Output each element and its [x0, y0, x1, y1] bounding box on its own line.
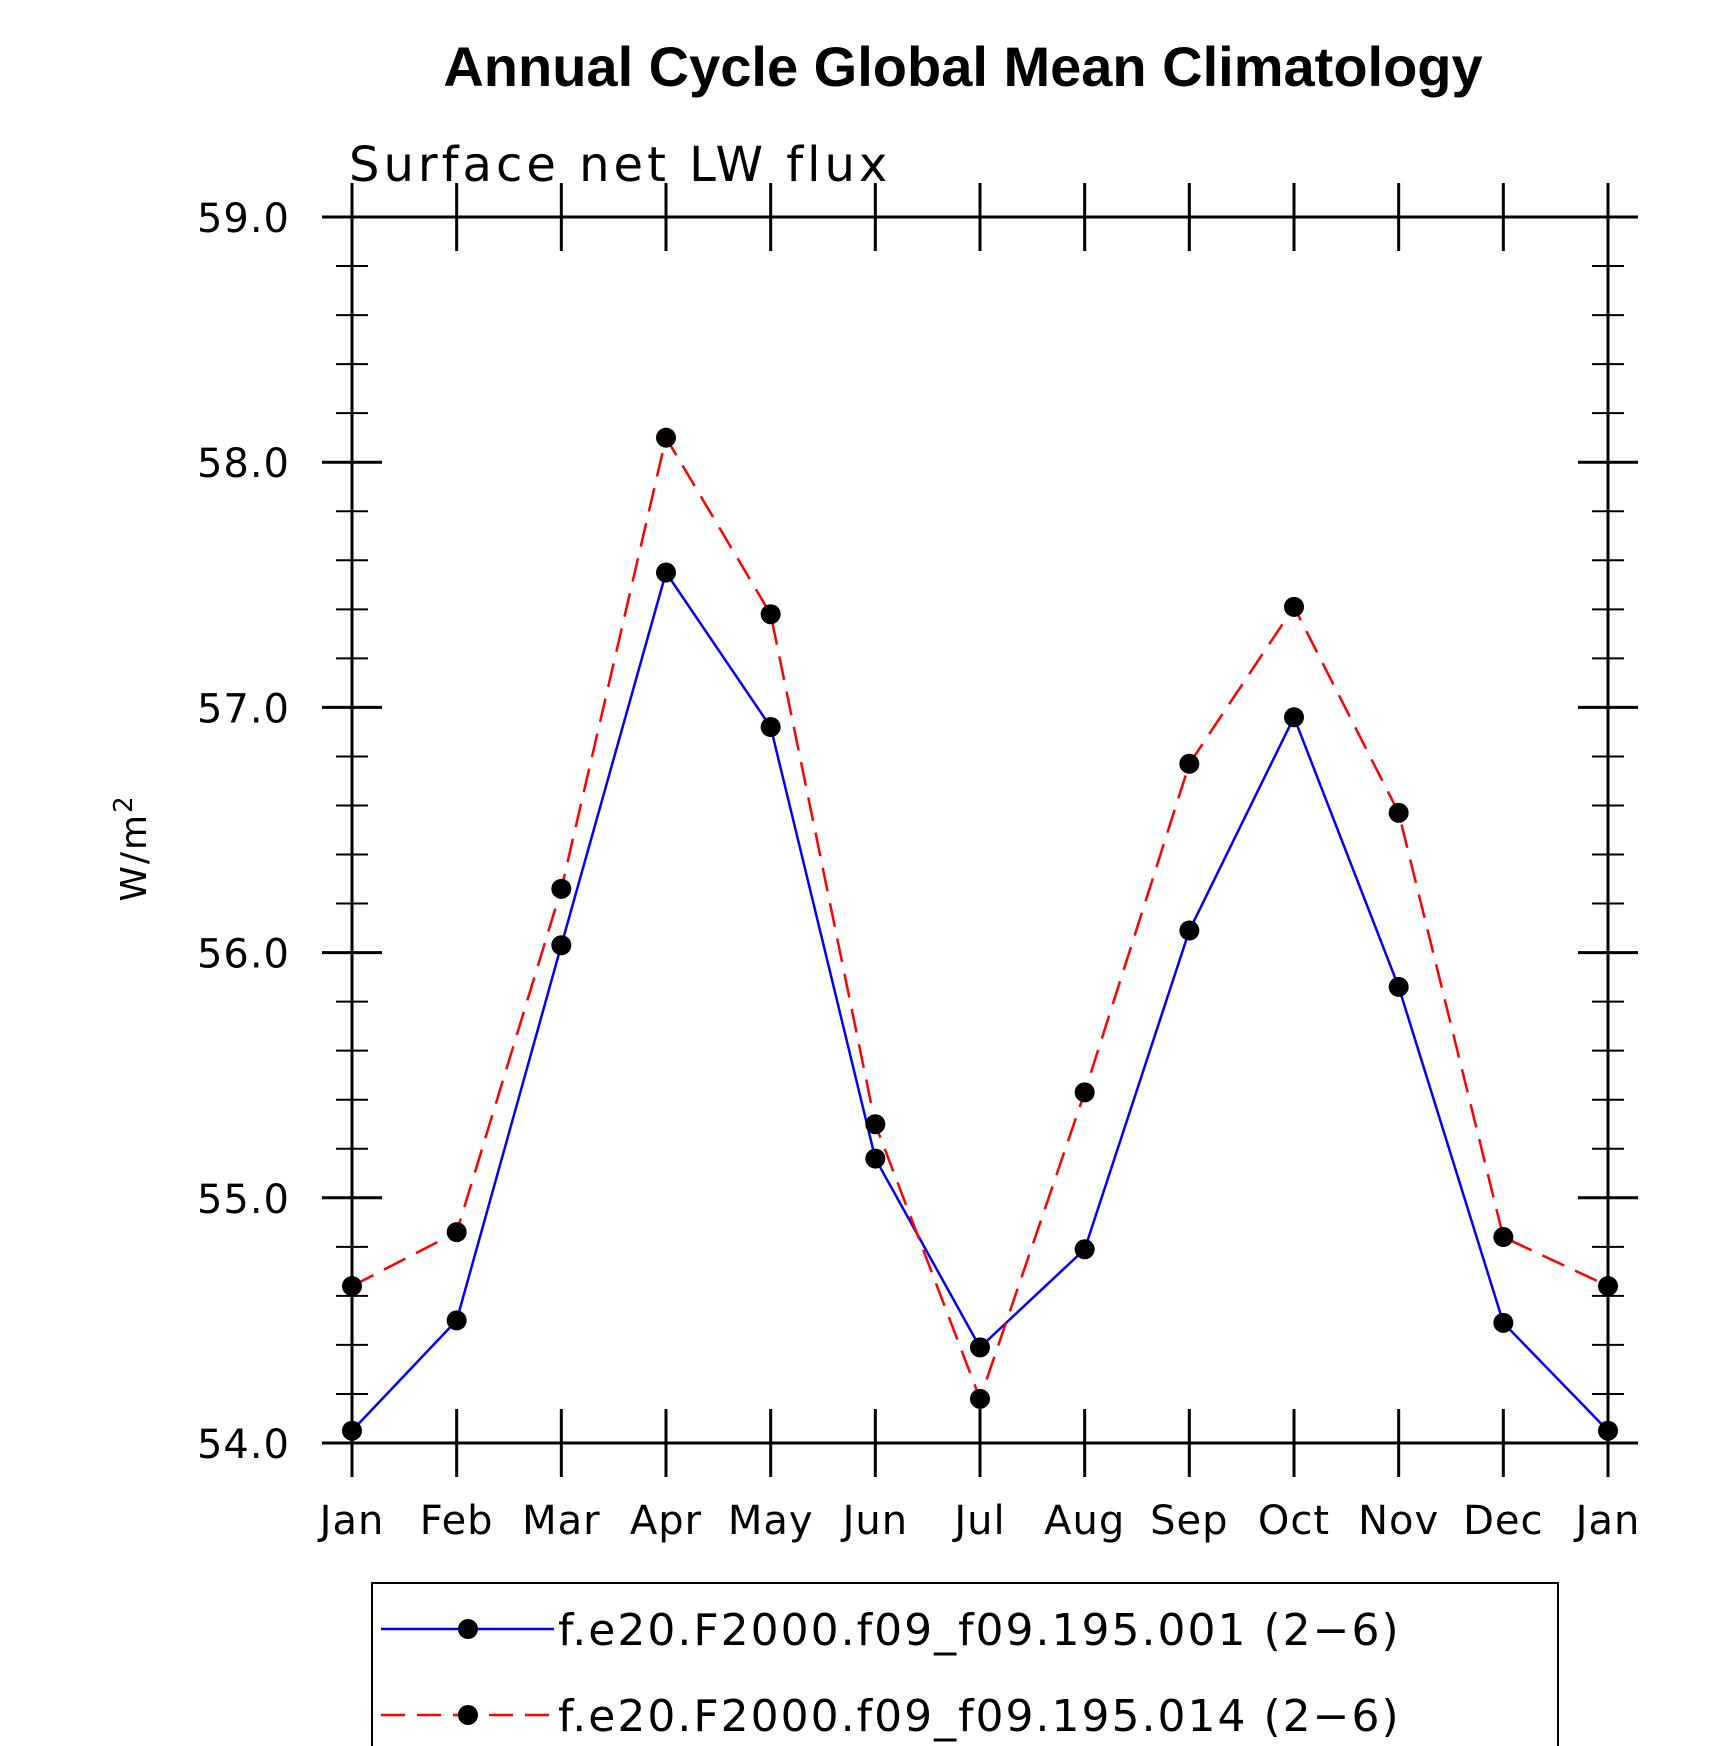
data-point [970, 1337, 990, 1358]
x-tick-label: Feb [420, 1498, 494, 1544]
data-point [1179, 920, 1200, 941]
axes: Jan Feb Mar Apr May Jun Jul Aug Sep Oct Nov Dec Jan 5… [197, 183, 1641, 1544]
x-tick-label: Sep [1150, 1498, 1228, 1544]
data-point [865, 1114, 886, 1135]
data-point [760, 604, 781, 625]
x-tick-label: Mar [522, 1498, 600, 1544]
x-tick-label: Nov [1358, 1498, 1439, 1544]
data-point [446, 1310, 467, 1331]
x-tick-label: Dec [1463, 1498, 1543, 1544]
y-axis-label-text: W/m [114, 813, 155, 902]
y-tick-label: 58.0 [197, 441, 290, 487]
data-point [865, 1148, 886, 1169]
legend-box [371, 1582, 1559, 1746]
chart-title: Annual Cycle Global Mean Climatology [443, 35, 1482, 98]
y-tick-label: 55.0 [197, 1177, 290, 1223]
y-tick-label: 54.0 [197, 1422, 290, 1468]
data-point [342, 1420, 362, 1441]
y-tick-label: 57.0 [197, 686, 290, 732]
data-point [1493, 1312, 1514, 1333]
x-tick-label: Jun [840, 1498, 909, 1544]
legend-marker [458, 1705, 478, 1725]
plot-frame [350, 215, 1610, 1445]
y-axis-label-superscript: 2 [109, 794, 139, 813]
data-point [656, 427, 676, 448]
data-point [1388, 976, 1409, 997]
data-point [1074, 1082, 1095, 1103]
legend-marker [458, 1619, 478, 1639]
chart-subtitle: Surface net LW flux [349, 137, 891, 193]
data-point [1179, 753, 1200, 774]
series-line [351, 569, 1609, 1432]
data-point [1598, 1420, 1618, 1441]
data-point [760, 717, 781, 738]
legend-label: f.e20.F2000.f09_f09.195.014 (2−6) [558, 1691, 1401, 1742]
x-tick-label: Jan [1573, 1498, 1641, 1544]
x-tick-label: Oct [1258, 1498, 1330, 1544]
series-1 [342, 562, 1618, 1441]
data-point [551, 878, 572, 899]
data-point [446, 1222, 467, 1243]
x-tick-label: Apr [630, 1498, 702, 1544]
series-line [351, 434, 1609, 1403]
data-point [551, 935, 572, 956]
data-point [656, 562, 676, 583]
data-point [342, 1276, 362, 1297]
series-2 [342, 427, 1618, 1409]
data-point [970, 1388, 990, 1409]
data-point [1493, 1227, 1514, 1248]
legend-label: f.e20.F2000.f09_f09.195.001 (2−6) [558, 1605, 1401, 1656]
series-layer [342, 427, 1618, 1441]
data-point [1284, 707, 1304, 728]
data-point [1284, 596, 1304, 617]
y-axis-label: W/m2 [109, 794, 155, 901]
x-tick-label: Jan [317, 1498, 385, 1544]
x-tick-label: Jul [951, 1498, 1005, 1544]
data-point [1598, 1276, 1618, 1297]
y-tick-label: 56.0 [197, 932, 290, 978]
y-tick-label: 59.0 [197, 196, 290, 242]
data-point [1388, 802, 1409, 823]
x-tick-label: May [728, 1498, 814, 1544]
data-point [1074, 1239, 1095, 1260]
x-tick-label: Aug [1044, 1498, 1125, 1544]
legend: f.e20.F2000.f09_f09.195.001 (2−6) f.e20.F… [371, 1582, 1559, 1746]
